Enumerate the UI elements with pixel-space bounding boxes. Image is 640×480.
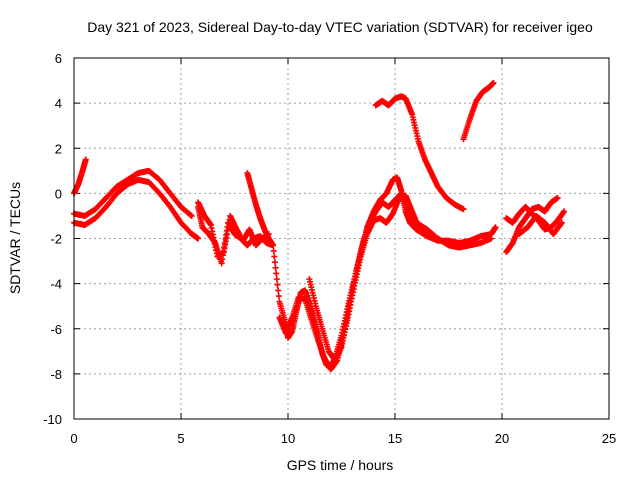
x-tick-label: 25	[602, 431, 616, 446]
data-point	[270, 247, 277, 254]
data-series	[306, 192, 422, 364]
data-point	[195, 235, 202, 242]
data-series	[276, 190, 418, 373]
data-point	[82, 156, 89, 163]
axis-ticks: 0 5 10 15 20 25 -10 -8 -6 -4 -2 0 2 4 6	[43, 51, 616, 446]
data-point	[490, 79, 497, 86]
data-series	[372, 93, 467, 213]
data-series	[503, 194, 561, 256]
data-point	[275, 293, 282, 300]
data-point	[488, 235, 495, 242]
plot-frame	[73, 57, 610, 420]
grid-lines	[74, 58, 609, 419]
y-tick-label: -2	[50, 232, 62, 247]
x-tick-label: 5	[177, 431, 184, 446]
data-series	[413, 219, 495, 251]
data-point	[273, 270, 280, 277]
x-tick-label: 20	[495, 431, 509, 446]
data-series	[195, 199, 272, 260]
data-series	[460, 79, 497, 143]
y-tick-label: -4	[50, 277, 62, 292]
y-axis-label: SDTVAR / TECUs	[7, 182, 23, 294]
data-point	[270, 242, 277, 249]
data-series	[71, 176, 202, 242]
y-tick-label: 4	[55, 96, 62, 111]
data-points	[71, 79, 568, 373]
data-series	[244, 170, 277, 249]
data-series	[516, 212, 565, 237]
data-point	[187, 212, 194, 219]
data-point	[554, 194, 561, 201]
data-point	[558, 220, 565, 227]
data-point	[273, 276, 280, 283]
data-series	[71, 167, 195, 219]
y-tick-label: 2	[55, 141, 62, 156]
x-tick-label: 15	[388, 431, 402, 446]
data-point	[460, 206, 467, 213]
y-tick-label: 0	[55, 186, 62, 201]
data-point	[274, 281, 281, 288]
data-point	[275, 287, 282, 294]
chart-title: Day 321 of 2023, Sidereal Day-to-day VTE…	[87, 19, 593, 35]
data-point	[188, 212, 195, 219]
x-tick-label: 10	[281, 431, 295, 446]
y-tick-label: -6	[50, 322, 62, 337]
data-point	[271, 259, 278, 266]
data-point	[561, 208, 568, 215]
data-point	[492, 224, 499, 231]
x-axis-label: GPS time / hours	[287, 457, 394, 473]
y-tick-label: -10	[43, 412, 62, 427]
data-point	[272, 264, 279, 271]
data-point	[271, 253, 278, 260]
y-tick-label: -8	[50, 367, 62, 382]
x-tick-label: 0	[70, 431, 77, 446]
data-point	[558, 219, 565, 226]
y-tick-label: 6	[55, 51, 62, 66]
